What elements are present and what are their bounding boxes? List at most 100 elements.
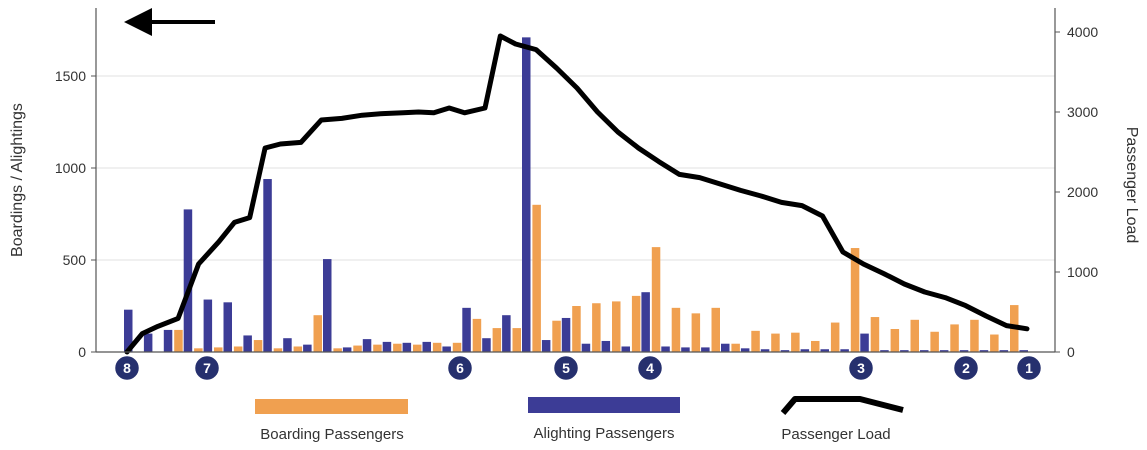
boarding-bar — [890, 329, 900, 352]
stop-marker-label: 2 — [962, 360, 970, 376]
passenger-load-line — [124, 33, 1030, 355]
boarding-bar — [870, 317, 880, 352]
alighting-bar — [681, 347, 690, 352]
boarding-bar — [731, 343, 740, 352]
boarding-bar — [273, 348, 283, 352]
stop-marker-label: 8 — [123, 360, 131, 376]
stop-marker-1: 1 — [1015, 354, 1043, 382]
alighting-bar — [263, 179, 272, 352]
stop-markers: 8 7 6 5 4 3 2 1 — [113, 354, 1043, 382]
stop-marker-circle — [552, 354, 580, 382]
alighting-bar — [402, 342, 412, 352]
alighting-bar — [740, 348, 750, 352]
alighting-bar — [920, 350, 929, 352]
alighting-bar — [800, 349, 810, 352]
boarding-bar — [572, 306, 581, 352]
alighting-bar — [541, 340, 551, 352]
boarding-bar — [691, 313, 701, 352]
alighting-bar — [979, 350, 989, 352]
boarding-bar — [333, 348, 342, 352]
alighting-bar — [382, 341, 392, 352]
alighting-bar — [442, 346, 451, 352]
stop-marker-circle — [952, 354, 980, 382]
stop-marker-7: 7 — [193, 354, 221, 382]
y2-axis-title: Passenger Load — [1123, 127, 1140, 244]
alighting-bar — [581, 343, 591, 352]
alighting-bar — [183, 209, 193, 352]
boarding-bar — [631, 295, 641, 352]
legend: Boarding Passengers Alighting Passengers… — [255, 396, 904, 443]
alighting-bar — [243, 335, 252, 352]
alighting-bar — [621, 346, 630, 352]
alighting-bar — [223, 302, 232, 352]
stop-marker-label: 6 — [456, 360, 464, 376]
alighting-bar — [661, 346, 670, 352]
boarding-bar — [811, 340, 820, 352]
stop-marker-circle — [1015, 354, 1043, 382]
alighting-bar — [701, 347, 710, 352]
boarding-bar — [910, 319, 919, 352]
alighting-bar — [601, 340, 611, 352]
direction-arrow — [124, 8, 215, 36]
alighting-bar — [900, 350, 909, 352]
alighting-bar — [760, 349, 770, 352]
boarding-bar — [771, 333, 780, 352]
alighting-bar — [342, 347, 352, 352]
alighting-bar — [860, 333, 869, 352]
stop-marker-8: 8 — [113, 354, 141, 382]
boarding-bar — [452, 342, 462, 352]
legend-alighting-label: Alighting Passengers — [534, 425, 675, 442]
legend-boarding-swatch — [255, 399, 408, 414]
stop-marker-label: 5 — [562, 360, 570, 376]
stop-marker-circle — [446, 354, 474, 382]
boarding-bar — [293, 346, 303, 352]
gridlines — [96, 75, 1055, 261]
alighting-bar — [999, 350, 1009, 352]
boarding-bar — [194, 348, 203, 352]
boarding-bar — [432, 342, 442, 352]
boarding-bar — [472, 318, 482, 352]
alighting-bar — [502, 315, 511, 352]
alighting-bar — [522, 37, 531, 353]
stop-marker-circle — [193, 354, 221, 382]
stop-marker-3: 3 — [847, 354, 875, 382]
alighting-bar — [362, 339, 372, 352]
stop-marker-circle — [847, 354, 875, 382]
stop-marker-4: 4 — [636, 354, 664, 382]
boarding-bar — [393, 343, 402, 352]
alighting-bar — [840, 349, 849, 352]
y2-tick-label: 1000 — [1067, 264, 1098, 280]
right-tick-labels: 0 1000 2000 3000 4000 — [1055, 24, 1098, 360]
boarding-bar — [791, 332, 800, 352]
alighting-bar — [303, 344, 312, 352]
y-tick-label: 1500 — [55, 68, 86, 84]
y2-tick-label: 3000 — [1067, 104, 1098, 120]
boarding-bar — [353, 345, 362, 352]
stop-marker-6: 6 — [446, 354, 474, 382]
boarding-bar — [214, 347, 223, 352]
alighting-bar — [959, 350, 969, 352]
alighting-bar — [203, 299, 213, 352]
stop-marker-5: 5 — [552, 354, 580, 382]
boarding-bars — [174, 204, 1019, 352]
alighting-bar — [323, 259, 332, 352]
alighting-bar — [422, 341, 431, 352]
stop-marker-label: 3 — [857, 360, 865, 376]
legend-load-label: Passenger Load — [781, 426, 890, 443]
alighting-bar — [462, 307, 471, 352]
stop-marker-circle — [636, 354, 664, 382]
stop-marker-2: 2 — [952, 354, 980, 382]
alighting-bar — [721, 343, 730, 352]
alighting-bar — [163, 329, 173, 352]
legend-boarding-label: Boarding Passengers — [260, 426, 403, 443]
alighting-bar — [561, 317, 571, 352]
alighting-bar — [880, 350, 889, 352]
y2-tick-label: 2000 — [1067, 184, 1098, 200]
left-tick-labels: 0 500 1000 1500 — [55, 68, 96, 360]
boarding-bar — [830, 322, 840, 352]
boarding-bar — [651, 247, 661, 352]
alighting-bar — [939, 350, 949, 352]
alighting-bars — [124, 37, 1028, 353]
alighting-bar — [780, 350, 790, 352]
alighting-bar — [283, 338, 292, 352]
